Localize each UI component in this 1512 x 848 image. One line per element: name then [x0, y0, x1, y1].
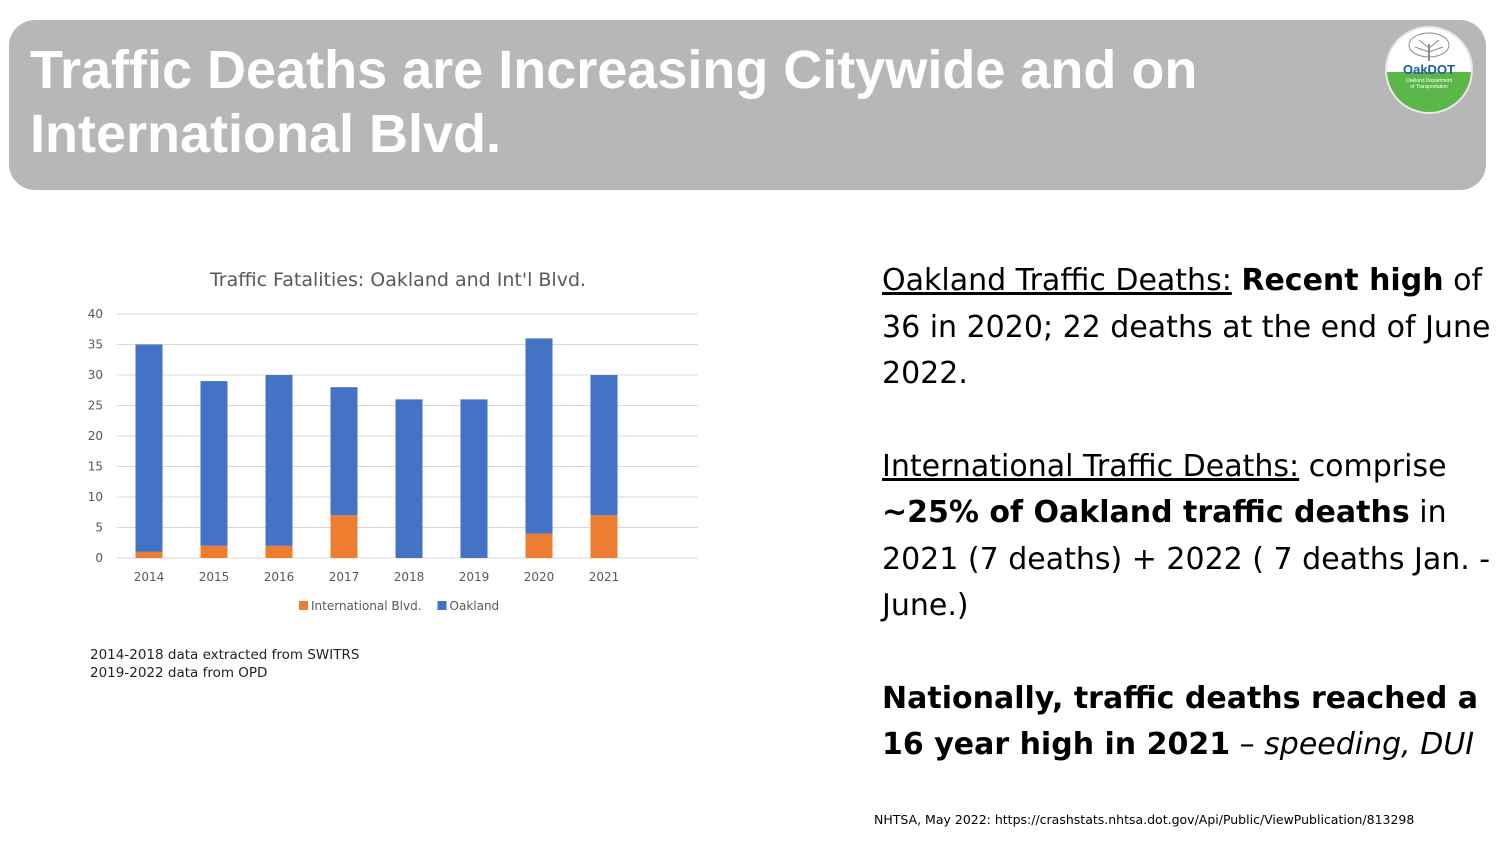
bar-international-blvd-2015	[200, 545, 228, 558]
data-source-note: 2014-2018 data extracted from SWITRS 201…	[90, 646, 359, 682]
bar-oakland-2018	[395, 399, 423, 558]
bar-oakland-2019	[460, 399, 488, 558]
y-axis-ticks: 0 5 10 15 20 25 30 35 40	[88, 307, 103, 565]
international-deaths-paragraph: International Traffic Deaths: comprise ~…	[882, 444, 1492, 630]
logo-name: OakDOT	[1402, 62, 1455, 77]
share-emphasis: ~25% of Oakland traffic deaths	[882, 495, 1410, 530]
legend-label: Oakland	[450, 599, 500, 613]
national-deaths-emphasis: Nationally, traffic deaths reached a 16 …	[882, 680, 1478, 763]
bar-international-blvd-2021	[590, 515, 618, 558]
bar-international-blvd-2016	[265, 545, 293, 558]
oakland-deaths-detail: of 36 in 2020; 22 deaths at the end of J…	[882, 263, 1491, 391]
key-facts: Oakland Traffic Deaths: Recent high of 3…	[882, 258, 1492, 815]
y-tick-label: 35	[88, 338, 103, 352]
bar-international-blvd-2020	[525, 533, 553, 558]
x-tick-label: 2016	[264, 570, 295, 584]
y-tick-label: 30	[88, 368, 103, 382]
national-deaths-paragraph: Nationally, traffic deaths reached a 16 …	[882, 676, 1492, 769]
legend: International Blvd. Oakland	[299, 599, 499, 613]
logo-subtitle: Oakland Department of Transportation	[1387, 78, 1471, 90]
y-tick-label: 15	[88, 460, 103, 474]
slide-title: Traffic Deaths are Increasing Citywide a…	[30, 40, 1198, 164]
bar-oakland-2015	[200, 381, 228, 546]
y-tick-label: 10	[88, 490, 103, 504]
y-tick-label: 5	[95, 521, 103, 535]
legend-swatch	[437, 601, 447, 610]
y-tick-label: 20	[88, 429, 103, 443]
logo-subtitle-line2: of Transportation	[1410, 84, 1448, 90]
fatalities-chart: Traffic Fatalities: Oakland and Int'l Bl…	[88, 269, 698, 613]
y-tick-label: 0	[95, 551, 103, 565]
recent-high-emphasis: Recent high	[1241, 263, 1444, 298]
x-tick-label: 2018	[394, 570, 425, 584]
oakland-deaths-paragraph: Oakland Traffic Deaths: Recent high of 3…	[882, 258, 1492, 398]
x-tick-label: 2014	[134, 570, 165, 584]
bar-oakland-2017	[330, 387, 358, 516]
x-tick-label: 2019	[459, 570, 490, 584]
x-tick-label: 2020	[524, 570, 555, 584]
y-tick-label: 40	[88, 307, 103, 321]
bar-oakland-2014	[135, 344, 163, 552]
x-tick-label: 2017	[329, 570, 360, 584]
oakland-deaths-label: Oakland Traffic Deaths:	[882, 263, 1232, 298]
international-deaths-comprise: comprise	[1308, 448, 1447, 484]
bar-oakland-2016	[265, 375, 293, 546]
source-note-line2: 2019-2022 data from OPD	[90, 665, 268, 681]
oakdot-logo: OakDOT Oakland Department of Transportat…	[1385, 26, 1473, 114]
logo-green-band	[1387, 72, 1471, 112]
legend-label: International Blvd.	[311, 599, 422, 613]
y-tick-label: 25	[88, 399, 103, 413]
source-note-line1: 2014-2018 data extracted from SWITRS	[90, 647, 360, 663]
national-causes: speeding, DUI	[1264, 727, 1475, 762]
logo-subtitle-line1: Oakland Department	[1405, 78, 1453, 84]
national-dash: –	[1230, 727, 1265, 762]
chart-title: Traffic Fatalities: Oakland and Int'l Bl…	[209, 269, 586, 291]
bar-international-blvd-2017	[330, 515, 358, 558]
bars	[135, 338, 618, 558]
international-deaths-detail: in 2021 (7 deaths) + 2022 ( 7 deaths Jan…	[882, 495, 1491, 623]
title-banner	[9, 20, 1486, 190]
legend-swatch	[299, 601, 308, 610]
oak-tree-icon	[1408, 32, 1450, 61]
x-tick-label: 2021	[589, 570, 620, 584]
international-deaths-label: International Traffic Deaths:	[882, 448, 1300, 484]
nhtsa-citation: NHTSA, May 2022: https://crashstats.nhts…	[874, 812, 1415, 827]
x-tick-label: 2015	[199, 570, 230, 584]
x-axis-ticks: 2014 2015 2016 2017 2018 2019 2020 2021	[134, 570, 620, 584]
bar-international-blvd-2014	[135, 551, 163, 558]
bar-oakland-2020	[525, 338, 553, 534]
bar-oakland-2021	[590, 375, 618, 516]
